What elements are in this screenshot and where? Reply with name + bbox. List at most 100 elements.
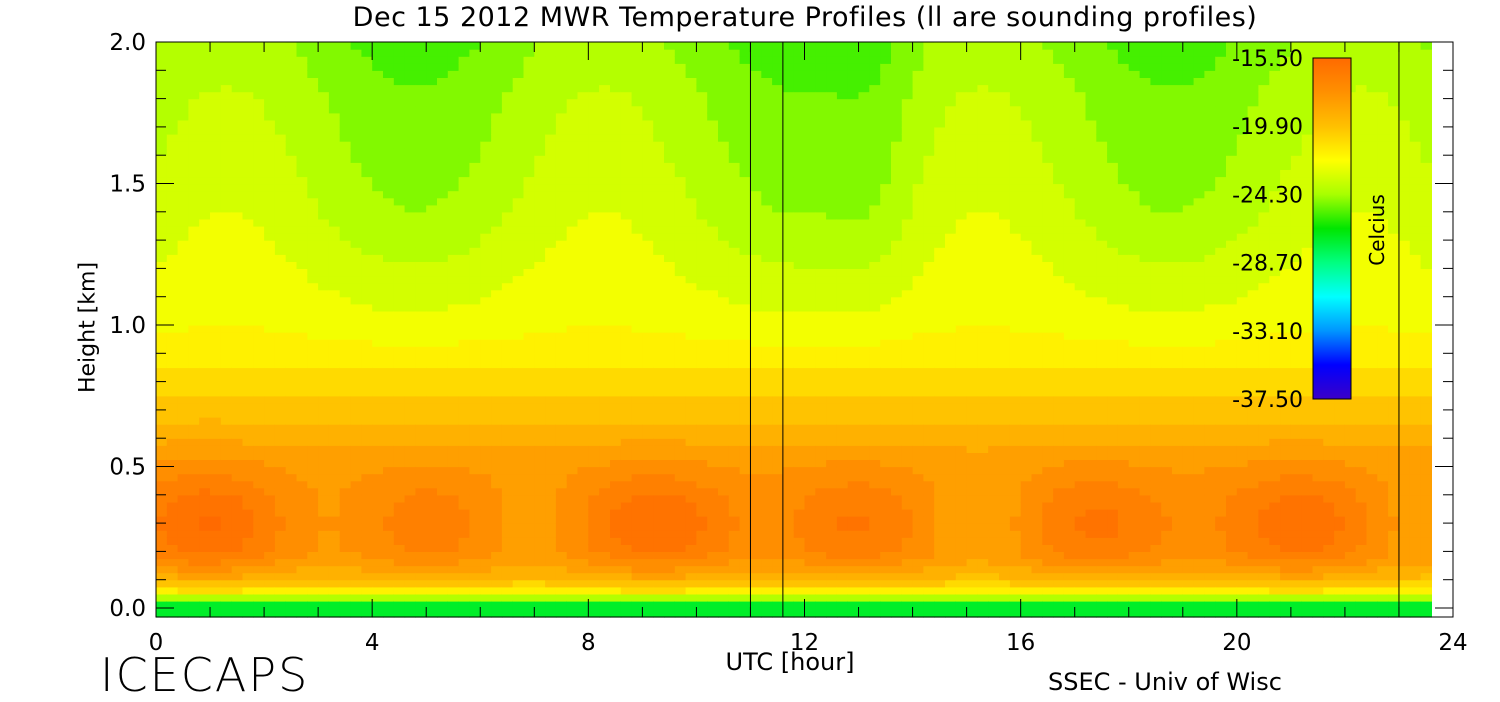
heatmap-cell	[599, 593, 611, 602]
heatmap-cell	[415, 452, 427, 460]
heatmap-cell	[718, 388, 730, 397]
heatmap-cell	[350, 197, 362, 206]
heatmap-cell	[696, 537, 708, 545]
heatmap-cell	[328, 325, 341, 333]
heatmap-cell	[480, 558, 492, 567]
heatmap-cell	[642, 523, 654, 531]
heatmap-cell	[177, 183, 189, 192]
heatmap-cell	[599, 183, 611, 192]
heatmap-cell	[328, 254, 341, 262]
heatmap-cell	[491, 63, 503, 71]
heatmap-cell	[253, 197, 265, 206]
heatmap-cell	[555, 466, 568, 475]
heatmap-cell	[685, 516, 697, 524]
heatmap-cell	[653, 77, 665, 86]
heatmap-cell	[166, 268, 179, 277]
heatmap-cell	[782, 141, 795, 149]
heatmap-cell	[599, 494, 611, 503]
heatmap-cell	[772, 56, 784, 64]
heatmap-cell	[480, 431, 492, 439]
heatmap-cell	[383, 516, 395, 524]
heatmap-cell	[631, 572, 643, 581]
heatmap-cell	[469, 317, 481, 326]
heatmap-cell	[296, 367, 308, 376]
heatmap-cell	[393, 296, 406, 305]
heatmap-cell	[350, 155, 362, 163]
heatmap-cell	[674, 551, 687, 560]
heatmap-cell	[339, 275, 352, 284]
heatmap-cell	[750, 289, 762, 298]
heatmap-cell	[393, 409, 406, 418]
heatmap-cell	[210, 402, 222, 411]
heatmap-cell	[674, 42, 687, 50]
heatmap-cell	[426, 70, 438, 78]
heatmap-cell	[383, 282, 395, 291]
heatmap-cell	[793, 254, 806, 262]
heatmap-cell	[772, 494, 784, 503]
heatmap-cell	[501, 346, 514, 354]
heatmap-cell	[404, 282, 416, 291]
heatmap-cell	[328, 579, 341, 588]
heatmap-cell	[620, 374, 633, 383]
heatmap-cell	[393, 176, 406, 185]
heatmap-cell	[469, 544, 481, 552]
heatmap-cell	[739, 438, 751, 446]
heatmap-cell	[523, 49, 535, 57]
heatmap-cell	[350, 600, 362, 618]
heatmap-cell	[566, 551, 579, 560]
heatmap-cell	[664, 579, 676, 588]
heatmap-cell	[728, 332, 741, 340]
heatmap-cell	[491, 409, 503, 418]
heatmap-cell	[426, 169, 438, 178]
heatmap-cell	[274, 134, 287, 142]
heatmap-cell	[512, 91, 525, 100]
heatmap-cell	[782, 402, 795, 411]
heatmap-cell	[685, 190, 697, 199]
heatmap-cell	[285, 91, 298, 100]
heatmap-cell	[210, 494, 222, 503]
heatmap-cell	[242, 119, 254, 128]
heatmap-cell	[793, 268, 806, 277]
heatmap-cell	[447, 325, 460, 333]
heatmap-cell	[631, 240, 643, 248]
heatmap-cell	[631, 261, 643, 269]
heatmap-cell	[383, 346, 395, 354]
heatmap-cell	[415, 530, 427, 538]
heatmap-cell	[512, 77, 525, 86]
heatmap-cell	[188, 275, 200, 284]
heatmap-cell	[264, 487, 276, 496]
heatmap-cell	[328, 84, 341, 93]
heatmap-cell	[437, 544, 449, 552]
heatmap-cell	[610, 523, 622, 531]
heatmap-cell	[577, 49, 589, 57]
heatmap-cell	[577, 480, 589, 489]
heatmap-cell	[264, 431, 276, 439]
heatmap-cell	[815, 402, 827, 411]
heatmap-cell	[664, 459, 676, 468]
heatmap-cell	[156, 254, 168, 262]
heatmap-cell	[782, 176, 795, 185]
heatmap-cell	[653, 551, 665, 560]
heatmap-cell	[274, 218, 287, 227]
heatmap-cell	[199, 537, 211, 545]
heatmap-cell	[653, 134, 665, 142]
heatmap-cell	[761, 417, 773, 425]
heatmap-cell	[782, 317, 795, 326]
heatmap-cell	[610, 508, 622, 517]
heatmap-cell	[545, 183, 557, 192]
heatmap-cell	[501, 296, 514, 305]
heatmap-cell	[253, 523, 265, 531]
heatmap-cell	[296, 381, 308, 390]
heatmap-cell	[177, 141, 189, 149]
heatmap-cell	[307, 417, 319, 425]
heatmap-cell	[264, 91, 276, 100]
heatmap-cell	[372, 70, 384, 78]
heatmap-cell	[372, 494, 384, 503]
heatmap-cell	[447, 551, 460, 560]
heatmap-cell	[199, 70, 211, 78]
heatmap-cell	[177, 105, 189, 114]
heatmap-cell	[728, 593, 741, 602]
heatmap-cell	[577, 501, 589, 510]
heatmap-cell	[685, 395, 697, 404]
heatmap-cell	[350, 452, 362, 460]
